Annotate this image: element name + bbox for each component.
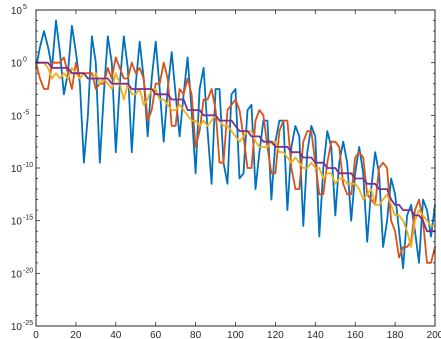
y-tick-base: 10 [11, 217, 23, 228]
series-line-3 [35, 61, 436, 248]
y-tick-exponent: -25 [23, 320, 33, 327]
x-axis-ticks: 0 20 40 60 80 100 120 140 160 180 200 [33, 10, 441, 339]
y-tick-label: 10 [11, 164, 23, 175]
x-tick-label: 60 [150, 330, 162, 339]
x-tick-label: 180 [387, 330, 404, 339]
y-tick-exponent: 5 [23, 4, 27, 11]
x-tick-label: 160 [347, 330, 364, 339]
x-tick-label: 0 [33, 330, 39, 339]
y-tick-base: 10 [11, 6, 23, 17]
y-tick-label: 10 [11, 6, 23, 17]
series-layer [35, 19, 436, 270]
y-tick-label: 10 [11, 59, 23, 70]
y-tick-label: 10 [11, 322, 23, 333]
y-tick-label: 10 [11, 217, 23, 228]
y-tick-base: 10 [11, 269, 23, 280]
series-line-4 [35, 61, 436, 233]
x-tick-label: 120 [267, 330, 284, 339]
y-tick-base: 10 [11, 59, 23, 70]
y-tick-label: 10 [11, 111, 23, 122]
y-tick-base: 10 [11, 322, 23, 333]
y-tick-exponent: 0 [23, 57, 27, 64]
series-line-2 [35, 56, 436, 264]
x-tick-label: 20 [70, 330, 82, 339]
y-tick-exponent: -20 [23, 267, 33, 274]
series-line-1 [35, 19, 436, 270]
y-tick-label: 10 [11, 269, 23, 280]
x-tick-label: 200 [427, 330, 441, 339]
x-tick-label: 40 [110, 330, 122, 339]
x-tick-label: 80 [190, 330, 202, 339]
y-tick-base: 10 [11, 111, 23, 122]
y-tick-exponent: -5 [23, 109, 29, 116]
x-tick-label: 140 [307, 330, 324, 339]
y-tick-exponent: -10 [23, 162, 33, 169]
y-tick-exponent: -15 [23, 215, 33, 222]
x-tick-label: 100 [227, 330, 244, 339]
y-tick-base: 10 [11, 164, 23, 175]
